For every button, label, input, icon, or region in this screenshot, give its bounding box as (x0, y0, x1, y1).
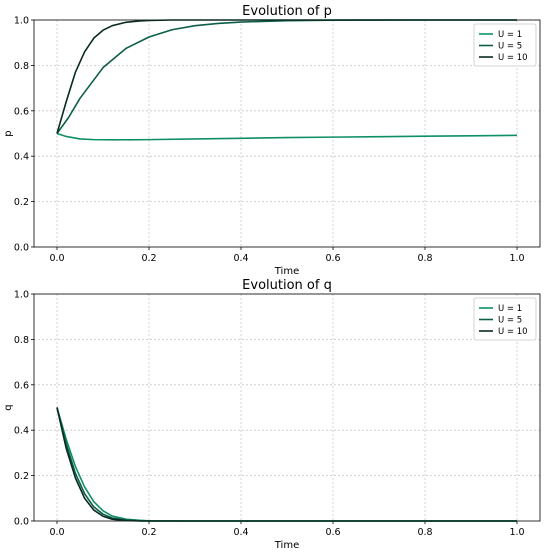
y-tick-label: 0.2 (14, 197, 29, 208)
y-tick-label: 0.6 (14, 380, 29, 391)
chart-title: Evolution of p (242, 4, 332, 19)
panel-q: 0.0 0.2 0.4 0.6 0.8 1.0 0.0 0.2 0.4 0.6 0.8 1.0 Evol… (3, 278, 541, 551)
y-axis-label: p (3, 130, 14, 136)
x-tick-label: 0.0 (49, 253, 64, 264)
y-tick-label: 1.0 (14, 290, 29, 301)
legend-label: U = 10 (498, 53, 528, 63)
series-line-1 (56, 407, 517, 522)
x-tick-label: 0.8 (417, 527, 432, 538)
x-tick-label: 0.2 (141, 527, 156, 538)
x-tick-label: 0.0 (49, 527, 64, 538)
y-tick-label: 0.2 (14, 471, 29, 482)
x-tick-label: 0.4 (233, 253, 248, 264)
x-axis-label: Time (274, 540, 299, 551)
legend-label: U = 5 (498, 316, 522, 326)
x-tick-label: 0.8 (417, 253, 432, 264)
x-axis-label: Time (274, 266, 299, 277)
x-tick-label: 0.6 (325, 527, 340, 538)
y-tick-label: 0.4 (14, 152, 29, 163)
legend-label: U = 5 (498, 42, 522, 52)
plot-frame (33, 19, 541, 248)
series-line-1 (56, 132, 518, 141)
y-axis-label: q (3, 404, 14, 410)
legend-label: U = 10 (498, 327, 528, 337)
y-tick-label: 0.0 (14, 517, 29, 528)
y-tick-label: 0.8 (14, 335, 29, 346)
y-tick-label: 0.4 (14, 426, 29, 437)
y-tick-label: 1.0 (14, 16, 29, 27)
y-tick-label: 0.0 (14, 243, 29, 254)
x-tick-label: 0.2 (141, 253, 156, 264)
series-line-3 (56, 407, 517, 522)
y-tick-label: 0.8 (14, 61, 29, 72)
x-tick-label: 1.0 (509, 253, 524, 264)
legend-label: U = 1 (498, 304, 522, 314)
x-tick-label: 1.0 (509, 527, 524, 538)
series-line-2 (56, 407, 517, 522)
legend: U = 1 U = 5U = 10 (473, 297, 537, 341)
series-line-2 (56, 19, 517, 134)
series-line-3 (56, 19, 517, 134)
legend-label: U = 1 (498, 30, 522, 40)
x-tick-label: 0.4 (233, 527, 248, 538)
legend: U = 1 U = 5U = 10 (473, 23, 537, 67)
plot-frame (33, 293, 541, 522)
x-tick-label: 0.6 (325, 253, 340, 264)
panel-p: 0.0 0.2 0.4 0.6 0.8 1.0 0.0 0.2 0.4 0.6 0.8 1.0 Evol… (3, 4, 541, 277)
chart-title: Evolution of q (242, 278, 332, 293)
y-tick-label: 0.6 (14, 106, 29, 117)
